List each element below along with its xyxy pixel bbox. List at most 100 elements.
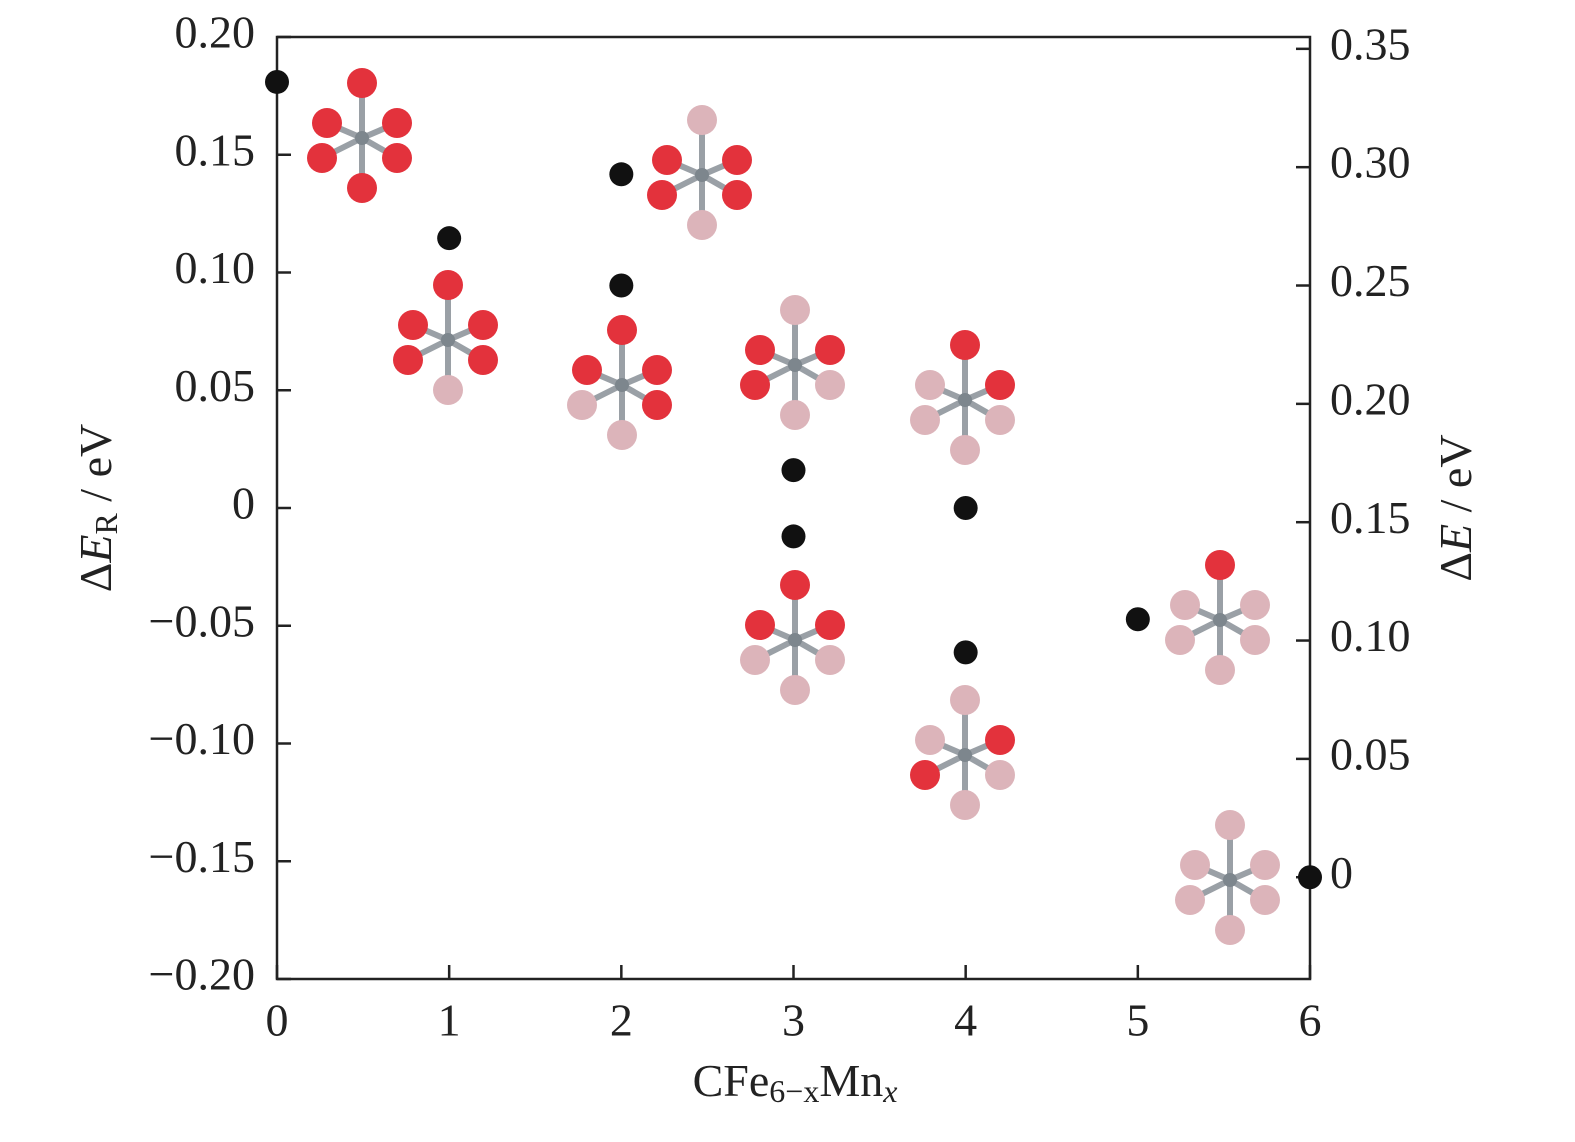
x-tick-label: 5 xyxy=(1126,995,1149,1046)
icon-atom xyxy=(642,390,672,420)
icon-atom xyxy=(722,180,752,210)
y2-tick-label: 0.25 xyxy=(1330,255,1411,306)
icon-atom xyxy=(468,310,498,340)
icon-atom xyxy=(950,790,980,820)
icon-atom xyxy=(915,370,945,400)
icon-atom xyxy=(687,210,717,240)
point xyxy=(953,640,978,665)
icon-center xyxy=(788,633,802,647)
icon-atom xyxy=(722,145,752,175)
icon-atom xyxy=(780,295,810,325)
point xyxy=(265,69,289,94)
y2-axis-label: ΔE / eV xyxy=(1430,434,1481,581)
icon-atom xyxy=(780,570,810,600)
icon-atom xyxy=(307,143,337,173)
y2-tick-label: 0.05 xyxy=(1330,728,1411,779)
icon-atom xyxy=(815,335,845,365)
icon-center xyxy=(788,358,802,372)
icon-atom xyxy=(915,725,945,755)
icon-center xyxy=(958,748,972,762)
icon-atom xyxy=(780,675,810,705)
y2-tick-label: 0.35 xyxy=(1330,18,1411,69)
icon-atom xyxy=(1205,550,1235,580)
point xyxy=(781,458,806,483)
icon-atom xyxy=(1250,885,1280,915)
y-tick-label: 0.20 xyxy=(175,7,256,58)
icon-atom xyxy=(433,375,463,405)
y-tick-label: −0.15 xyxy=(149,831,255,882)
icon-center xyxy=(615,378,629,392)
icon-atom xyxy=(647,180,677,210)
icon-atom xyxy=(1170,590,1200,620)
y-tick-label: 0 xyxy=(232,478,255,529)
icon-atom xyxy=(1175,885,1205,915)
icon-atom xyxy=(950,330,980,360)
icon-atom xyxy=(740,370,770,400)
icon-atom xyxy=(745,610,775,640)
icon-atom xyxy=(950,435,980,465)
icon-atom xyxy=(607,315,637,345)
x-tick-label: 4 xyxy=(954,995,977,1046)
x-tick-label: 0 xyxy=(266,995,289,1046)
icon-center xyxy=(355,131,369,145)
point xyxy=(1125,607,1150,632)
structure-icons xyxy=(307,68,1280,945)
icon-atom xyxy=(433,270,463,300)
x-axis-label: CFe6−xMnx xyxy=(693,1055,898,1110)
icon-atom xyxy=(740,645,770,675)
y2-tick-label: 0.15 xyxy=(1330,492,1411,543)
icon-atom xyxy=(985,725,1015,755)
icon-atom xyxy=(652,145,682,175)
point xyxy=(781,524,806,549)
y-tick-label: −0.05 xyxy=(149,595,255,646)
icon-atom xyxy=(985,760,1015,790)
point xyxy=(953,496,978,520)
icon-center xyxy=(1223,873,1237,887)
icon-atom xyxy=(815,645,845,675)
y2-tick-label: 0.10 xyxy=(1330,610,1411,661)
icon-atom xyxy=(347,68,377,98)
x-tick-label: 3 xyxy=(782,995,805,1046)
y-tick-label: 0.15 xyxy=(175,124,256,175)
icon-atom xyxy=(1240,590,1270,620)
point xyxy=(609,162,634,187)
icon-atom xyxy=(910,760,940,790)
icon-atom xyxy=(985,405,1015,435)
icon-atom xyxy=(1205,655,1235,685)
icon-atom xyxy=(1165,625,1195,655)
x-tick-label: 2 xyxy=(610,995,633,1046)
x-tick-label: 6 xyxy=(1299,995,1322,1046)
plot-frame xyxy=(275,35,1312,981)
icon-atom xyxy=(572,355,602,385)
icon-atom xyxy=(815,370,845,400)
icon-atom xyxy=(398,310,428,340)
icon-atom xyxy=(1180,850,1210,880)
y-tick-label: −0.10 xyxy=(149,713,255,764)
icon-atom xyxy=(1240,625,1270,655)
y2-tick-label: 0 xyxy=(1330,847,1353,898)
icon-center xyxy=(1213,613,1227,627)
icon-atom xyxy=(815,610,845,640)
y-axis-label: ΔER / eV xyxy=(70,424,125,592)
icon-atom xyxy=(745,335,775,365)
icon-atom xyxy=(607,420,637,450)
icon-atom xyxy=(347,173,377,203)
icon-atom xyxy=(985,370,1015,400)
icon-atom xyxy=(910,405,940,435)
x-tick-label: 1 xyxy=(438,995,461,1046)
icon-atom xyxy=(382,143,412,173)
icon-atom xyxy=(780,400,810,430)
icon-atom xyxy=(687,105,717,135)
icon-atom xyxy=(312,108,342,138)
icon-atom xyxy=(567,390,597,420)
icon-atom xyxy=(1215,915,1245,945)
icon-atom xyxy=(393,345,423,375)
point xyxy=(437,226,462,251)
y-tick-label: 0.05 xyxy=(175,360,256,411)
icon-atom xyxy=(468,345,498,375)
y2-tick-label: 0.30 xyxy=(1330,137,1411,188)
y-tick-label: −0.20 xyxy=(149,949,255,1000)
icon-atom xyxy=(1250,850,1280,880)
icon-atom xyxy=(382,108,412,138)
